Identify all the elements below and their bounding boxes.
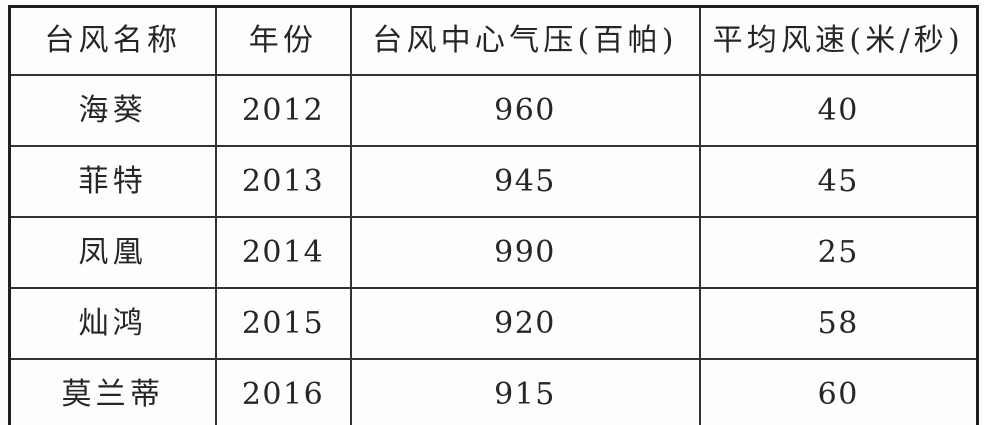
table-row: 海葵 2012 960 40 <box>8 74 979 147</box>
cell-center-pressure: 915 <box>349 358 701 425</box>
table-header-row: 台风名称 年份 台风中心气压(百帕) 平均风速(米/秒) <box>8 5 979 76</box>
column-header-year: 年份 <box>214 5 352 76</box>
cell-year: 2012 <box>214 74 352 147</box>
cell-average-wind-speed: 60 <box>698 358 979 425</box>
table-row: 菲特 2013 945 45 <box>8 145 979 218</box>
table-row: 灿鸿 2015 920 58 <box>8 287 979 360</box>
cell-center-pressure: 990 <box>349 216 701 289</box>
cell-center-pressure: 920 <box>349 287 701 360</box>
cell-center-pressure: 960 <box>349 74 701 147</box>
cell-typhoon-name: 莫兰蒂 <box>8 358 217 425</box>
cell-average-wind-speed: 25 <box>698 216 979 289</box>
column-header-center-pressure: 台风中心气压(百帕) <box>349 5 701 76</box>
table-row: 凤凰 2014 990 25 <box>8 216 979 289</box>
cell-center-pressure: 945 <box>349 145 701 218</box>
cell-typhoon-name: 菲特 <box>8 145 217 218</box>
cell-year: 2014 <box>214 216 352 289</box>
cell-typhoon-name: 灿鸿 <box>8 287 217 360</box>
cell-average-wind-speed: 58 <box>698 287 979 360</box>
cell-average-wind-speed: 40 <box>698 74 979 147</box>
cell-typhoon-name: 海葵 <box>8 74 217 147</box>
cell-year: 2013 <box>214 145 352 218</box>
typhoon-data-table: 台风名称 年份 台风中心气压(百帕) 平均风速(米/秒) 海葵 2012 960… <box>8 5 979 425</box>
column-header-average-wind-speed: 平均风速(米/秒) <box>698 5 979 76</box>
cell-average-wind-speed: 45 <box>698 145 979 218</box>
cell-year: 2015 <box>214 287 352 360</box>
cell-year: 2016 <box>214 358 352 425</box>
column-header-typhoon-name: 台风名称 <box>8 5 217 76</box>
cell-typhoon-name: 凤凰 <box>8 216 217 289</box>
table-row: 莫兰蒂 2016 915 60 <box>8 358 979 425</box>
